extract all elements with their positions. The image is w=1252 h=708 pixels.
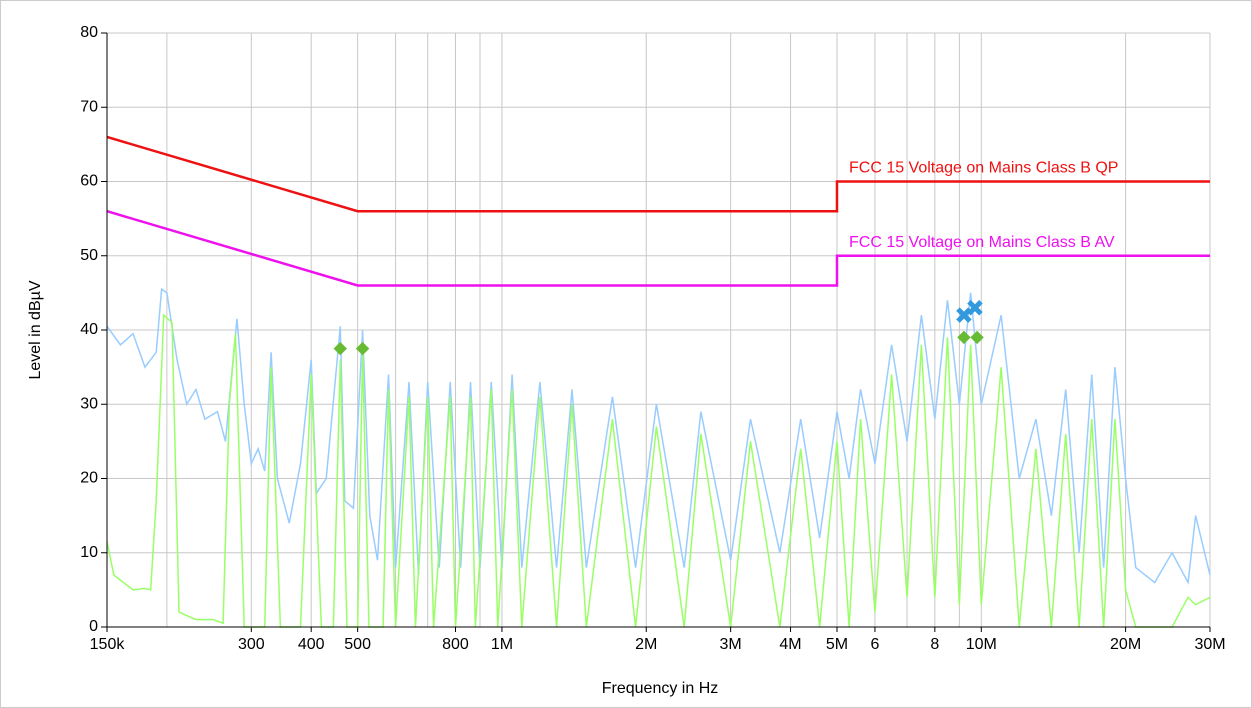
marker — [970, 330, 984, 345]
y-tick-label: 80 — [80, 24, 98, 41]
legend-label: FCC 15 Voltage on Mains Class B QP — [849, 160, 1118, 177]
marker — [957, 330, 971, 345]
x-tick-label: 3M — [720, 636, 742, 653]
limit-line — [106, 135, 1210, 213]
x-tick-label: 8 — [930, 636, 939, 653]
limit-line — [106, 210, 1210, 287]
x-tick-label: 30M — [1194, 636, 1225, 653]
x-tick-label: 5M — [826, 636, 848, 653]
y-tick-label: 0 — [89, 618, 98, 635]
y-tick-label: 10 — [80, 544, 98, 561]
x-tick-label: 1M — [491, 636, 513, 653]
x-tick-label: 10M — [966, 636, 997, 653]
x-tick-label: 300 — [238, 636, 265, 653]
x-tick-label: 4M — [779, 636, 801, 653]
x-tick-label: 150k — [90, 636, 126, 653]
y-tick-label: 60 — [80, 173, 98, 190]
y-tick-label: 30 — [80, 395, 98, 412]
y-tick-label: 20 — [80, 470, 98, 487]
trace — [106, 313, 1211, 628]
x-tick-label: 20M — [1110, 636, 1141, 653]
y-axis-label: Level in dBµV — [27, 280, 44, 379]
x-tick-label: 800 — [442, 636, 469, 653]
marker — [967, 299, 983, 316]
marker — [355, 341, 370, 356]
x-tick-label: 6 — [870, 636, 879, 653]
trace — [106, 287, 1211, 585]
y-tick-label: 70 — [80, 98, 98, 115]
y-tick-label: 50 — [80, 247, 98, 264]
marker — [956, 307, 972, 323]
x-tick-label: 500 — [344, 636, 371, 653]
y-tick-label: 40 — [80, 321, 98, 338]
x-tick-label: 400 — [298, 636, 325, 653]
legend-label: FCC 15 Voltage on Mains Class B AV — [849, 234, 1115, 251]
x-axis-label: Frequency in Hz — [602, 680, 719, 697]
x-tick-label: 2M — [635, 636, 657, 653]
marker — [333, 341, 347, 356]
